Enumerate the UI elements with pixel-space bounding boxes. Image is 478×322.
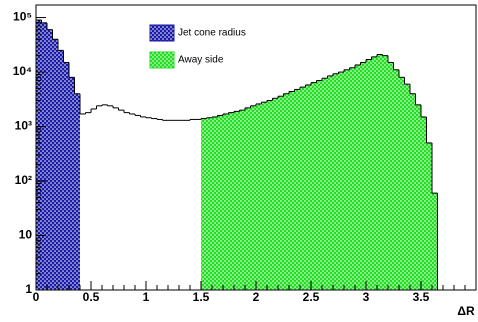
hist-bar (393, 69, 399, 291)
hist-bar (212, 116, 218, 290)
y-tick-label: 10⁴ (13, 64, 32, 78)
y-tick-label: 10³ (15, 119, 32, 133)
y-tick-label: 10⁵ (13, 10, 32, 24)
hist-bar (201, 118, 207, 290)
hist-bar (300, 87, 306, 290)
hist-bar (355, 64, 361, 290)
hist-bar (316, 80, 322, 290)
hist-bar (371, 56, 377, 291)
hist-bar (404, 84, 410, 290)
hist-bar (388, 62, 394, 291)
hist-bar (52, 39, 58, 290)
x-tick-label: 1 (143, 290, 150, 304)
hist-bar (305, 84, 311, 290)
legend-label: Jet cone radius (178, 28, 246, 39)
x-tick-label: 1.5 (193, 290, 210, 304)
hist-bar (69, 77, 75, 290)
hist-bar (47, 29, 53, 290)
hist-bar (410, 93, 416, 290)
x-tick-label: 2 (253, 290, 260, 304)
legend-swatch (149, 51, 175, 69)
hist-bar (239, 110, 245, 290)
hist-bar (272, 98, 278, 290)
x-tick-label: 0 (33, 290, 40, 304)
hist-bar (283, 93, 289, 290)
hist-bar (311, 82, 317, 290)
hist-bar (206, 117, 212, 290)
hist-bar (261, 102, 267, 291)
hist-bar (338, 72, 344, 291)
hist-bar (245, 107, 251, 290)
hist-bar (228, 112, 234, 290)
hist-bar (74, 93, 80, 290)
hist-bar (267, 100, 273, 290)
x-axis-label: ΔR (457, 304, 475, 318)
x-tick-label: 3.5 (413, 290, 430, 304)
hist-bar (360, 62, 366, 291)
y-tick-label: 10² (15, 173, 32, 187)
hist-bar (223, 113, 229, 290)
y-tick-label: 10 (19, 228, 33, 242)
hist-bar (289, 91, 295, 290)
hist-bar (366, 59, 372, 290)
hist-bar (349, 67, 355, 290)
legend-swatch (149, 24, 175, 42)
y-tick-label: 1 (25, 282, 32, 296)
hist-bar (41, 22, 47, 290)
hist-bar (322, 78, 328, 290)
x-tick-label: 0.5 (83, 290, 100, 304)
hist-bar (234, 111, 240, 290)
hist-bar (327, 75, 333, 290)
hist-bar (63, 62, 69, 291)
hist-bar (426, 142, 432, 290)
hist-bar (399, 77, 405, 290)
hist-bar (421, 116, 427, 290)
legend-label: Away side (178, 55, 224, 66)
hist-bar (344, 69, 350, 291)
x-tick-label: 2.5 (303, 290, 320, 304)
hist-bar (250, 105, 256, 290)
hist-bar (432, 193, 438, 290)
hist-bar (217, 115, 223, 290)
hist-bar (382, 55, 388, 291)
hist-bar (333, 73, 339, 291)
hist-bar (415, 104, 421, 291)
hist-bar (294, 89, 300, 290)
hist-bar (377, 54, 383, 290)
x-tick-label: 3 (363, 290, 370, 304)
hist-bar (278, 96, 284, 290)
hist-bar (256, 103, 262, 290)
hist-bar (58, 50, 64, 290)
